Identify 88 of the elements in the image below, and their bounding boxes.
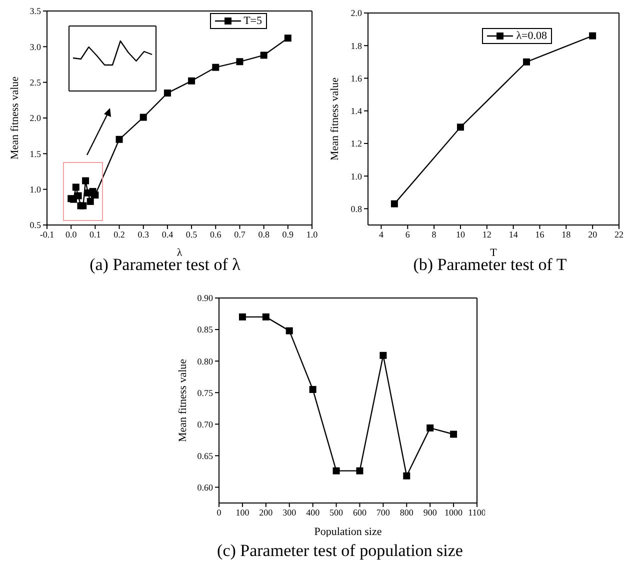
x-tick-label: 0.9 [282,229,294,240]
x-tick-label: 0.7 [234,229,246,240]
x-tick-label: 18 [562,229,572,240]
point [260,52,268,59]
y-axis-title: Mean fitness value [328,77,341,161]
y-tick-label: 1.8 [350,40,362,51]
x-tick-label: 0.1 [90,229,101,240]
y-tick-label: 0.85 [197,324,214,335]
point [140,114,147,121]
y-tick-label: 1.2 [350,138,362,149]
y-tick-label: 0.60 [197,482,214,492]
x-tick-label: -0.1 [40,229,54,240]
x-tick-label: 100 [236,507,250,518]
x-tick-label: 1000 [444,507,464,518]
x-tick-label: 4 [378,229,384,240]
y-axis-title: Mean fitness value [176,358,189,442]
x-tick-label: 900 [423,507,438,518]
point [403,472,410,480]
y-tick-label: 0.80 [197,356,214,366]
x-tick-label: 1.0 [306,229,318,240]
point [523,58,530,66]
x-tick-label: 0 [216,507,222,518]
point [332,467,340,474]
point [188,77,196,84]
x-tick-label: 16 [535,229,545,240]
x-tick-label: 8 [432,229,437,240]
y-tick-label: 0.8 [350,204,362,214]
point [284,34,292,42]
point [164,90,171,97]
point [390,200,398,208]
x-tick-label: 700 [376,507,390,518]
x-tick-label: 10 [456,229,466,240]
y-tick-label: 1.0 [350,171,362,182]
x-tick-label: 200 [259,507,274,518]
x-tick-label: 500 [330,507,344,518]
legend-label: λ=0.08 [516,30,547,42]
point [82,177,90,184]
x-tick-label: 14 [508,229,518,240]
point [72,184,80,191]
point [212,64,220,71]
y-tick-label: 1.4 [350,106,362,116]
point [456,124,464,131]
y-tick-label: 1.0 [30,184,42,195]
x-tick-label: 6 [405,229,410,240]
y-tick-label: 1.6 [350,73,362,84]
y-tick-label: 0.65 [197,450,214,461]
point [286,327,293,334]
x-tick-label: 20 [588,229,598,240]
point [262,313,270,320]
x-tick-label: 22 [614,229,624,240]
y-tick-label: 1.5 [30,148,42,159]
x-tick-label: 400 [306,507,320,518]
x-tick-label: 600 [352,507,367,518]
legend-label: T=5 [244,15,262,27]
y-axis-title: Mean fitness value [8,76,21,160]
y-tick-label: 0.75 [197,388,214,398]
point [238,313,246,320]
y-tick-label: 2.0 [30,113,42,124]
point [86,198,94,205]
x-tick-label: 0.6 [210,229,222,240]
y-tick-label: 3.5 [30,6,42,16]
point [450,430,458,438]
y-tick-label: 0.5 [30,220,42,230]
x-tick-label: 0.4 [162,229,174,240]
x-tick-label: 300 [282,507,297,518]
point [356,467,364,474]
x-tick-label: 800 [400,507,414,518]
x-tick-label: 0.2 [114,229,125,240]
x-tick-label: 0.0 [65,229,78,240]
point [380,352,387,359]
point [589,32,596,40]
x-tick-label: 12 [482,229,492,240]
x-axis-title: Population size [314,526,382,538]
x-tick-label: 0.5 [186,229,198,240]
point [80,202,87,210]
point [74,192,82,200]
y-tick-label: 0.90 [197,293,214,304]
x-tick-label: 0.8 [258,229,270,240]
y-tick-label: 2.5 [30,78,42,88]
point [236,58,244,66]
text: (c) Parameter test of population size [217,541,463,561]
y-tick-label: 0.70 [197,419,214,430]
point [309,386,316,393]
x-tick-label: 0.3 [138,229,150,240]
y-tick-label: 2.0 [350,8,362,18]
y-tick-label: 3.0 [30,42,42,52]
point [426,424,434,432]
point [116,136,123,143]
